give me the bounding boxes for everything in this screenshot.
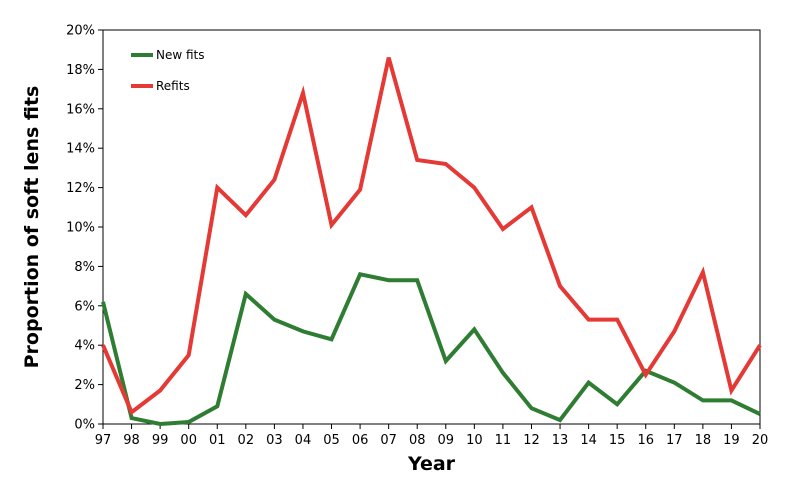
y-tick-label: 4%	[74, 339, 95, 354]
x-tick-label: 20	[752, 433, 769, 448]
x-tick-label: 08	[409, 433, 426, 448]
x-tick-label: 02	[238, 433, 255, 448]
x-tick-label: 98	[123, 433, 140, 448]
x-tick-label: 04	[295, 433, 312, 448]
plot-border	[102, 29, 761, 425]
x-tick-label: 10	[466, 433, 483, 448]
x-axis: 97 98 99 00 01 02 03 04 05 06 07 08 09 10 11 12 13 14 15 16…	[95, 424, 769, 448]
series-line-refits	[101, 57, 762, 416]
series-line-new-fits	[101, 272, 761, 427]
plot-area	[102, 29, 761, 425]
x-tick-label: 99	[152, 433, 169, 448]
x-tick-label: 11	[495, 433, 512, 448]
y-tick-label: 2%	[74, 378, 95, 393]
x-tick-label: 16	[637, 433, 654, 448]
x-tick-label: 97	[95, 433, 112, 448]
x-tick-label: 07	[380, 433, 397, 448]
y-tick-label: 14%	[66, 142, 95, 157]
x-tick-label: 03	[266, 433, 283, 448]
y-axis-title: Proportion of soft lens fits	[21, 86, 43, 369]
legend: New fits Refits	[131, 48, 205, 93]
x-tick-label: 12	[523, 433, 540, 448]
y-tick-label: 10%	[66, 221, 95, 236]
x-tick-label: 00	[180, 433, 197, 448]
x-tick-label: 17	[666, 433, 683, 448]
y-tick-label: 16%	[66, 102, 95, 117]
legend-label: New fits	[156, 48, 205, 62]
y-tick-label: 12%	[66, 181, 95, 196]
x-tick-label: 18	[695, 433, 712, 448]
y-tick-label: 0%	[74, 418, 95, 433]
y-tick-label: 6%	[74, 299, 95, 314]
y-tick-label: 18%	[66, 63, 95, 78]
x-tick-label: 01	[209, 433, 226, 448]
y-tick-label: 8%	[74, 260, 95, 275]
legend-label: Refits	[156, 79, 190, 93]
x-tick-label: 09	[438, 433, 455, 448]
x-tick-label: 14	[580, 433, 597, 448]
series-lines	[101, 57, 762, 427]
y-tick-label: 20%	[66, 24, 95, 39]
y-axis: 0% 2% 4% 6% 8% 10% 12% 14% 16% 18% 20%	[66, 24, 103, 433]
x-tick-label: 13	[552, 433, 569, 448]
x-axis-title: Year	[407, 453, 456, 475]
x-tick-label: 05	[323, 433, 340, 448]
x-tick-label: 06	[352, 433, 369, 448]
x-tick-label: 19	[723, 433, 740, 448]
x-tick-label: 15	[609, 433, 626, 448]
